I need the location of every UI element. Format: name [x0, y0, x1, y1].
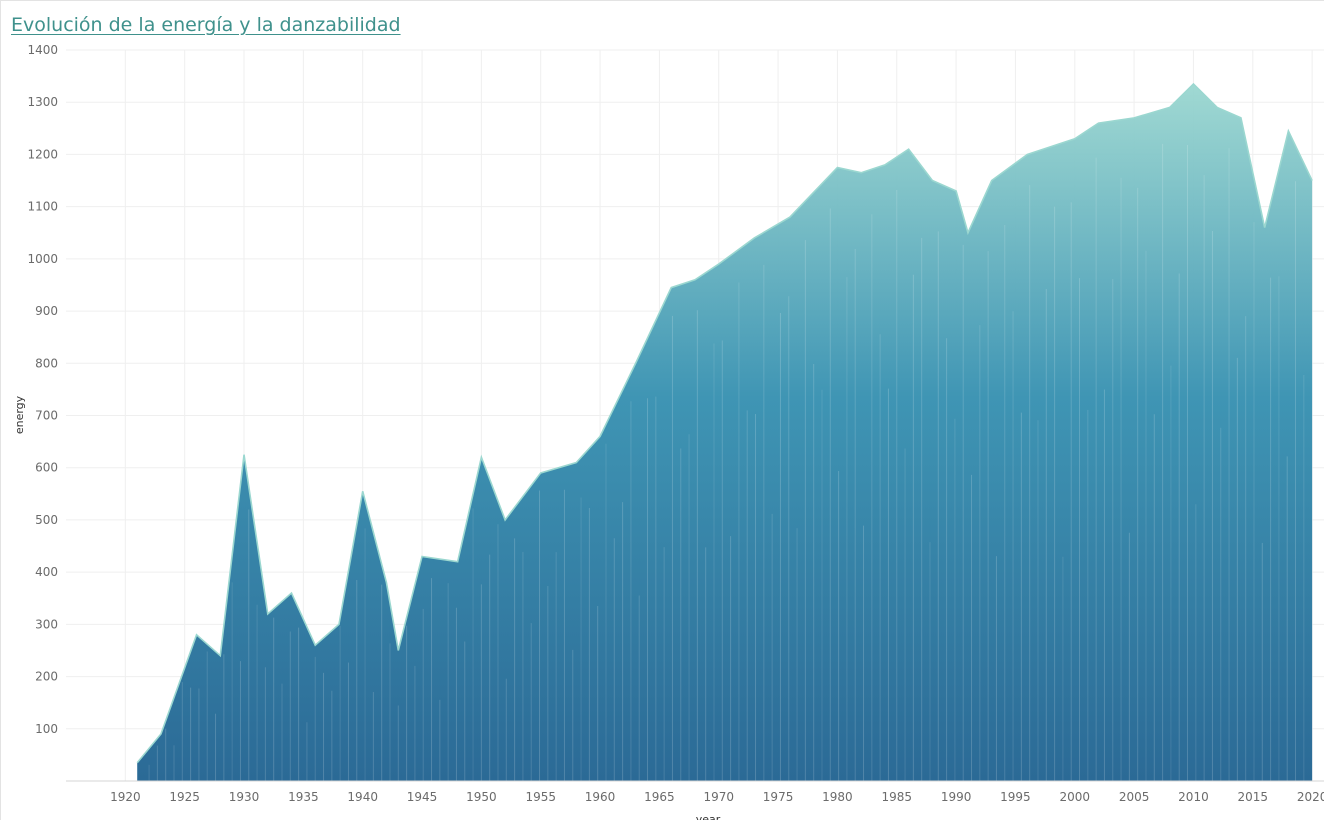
y-tick-label: 500 — [35, 513, 58, 527]
x-tick-label: 2020 — [1297, 790, 1324, 804]
x-tick-label: 1980 — [822, 790, 853, 804]
y-tick-labels: 100 200 300 400 500 600 700 800 900 1000 1100 1200 1… — [27, 43, 58, 736]
x-tick-label: 1965 — [644, 790, 675, 804]
x-tick-label: 1925 — [169, 790, 200, 804]
y-tick-label: 1300 — [27, 95, 58, 109]
y-tick-label: 700 — [35, 409, 58, 423]
x-tick-label: 1940 — [347, 790, 378, 804]
x-tick-label: 2010 — [1178, 790, 1209, 804]
y-tick-label: 300 — [35, 617, 58, 631]
x-tick-label: 2015 — [1238, 790, 1269, 804]
x-tick-label: 2000 — [1060, 790, 1091, 804]
y-tick-label: 100 — [35, 722, 58, 736]
x-tick-label: 1970 — [703, 790, 734, 804]
x-tick-label: 1935 — [288, 790, 319, 804]
x-tick-label: 1950 — [466, 790, 497, 804]
x-tick-label: 1945 — [407, 790, 438, 804]
x-tick-label: 2005 — [1119, 790, 1150, 804]
x-tick-label: 1990 — [941, 790, 972, 804]
y-tick-label: 800 — [35, 356, 58, 370]
x-axis-label: year — [696, 813, 721, 820]
y-axis-label: energy — [13, 395, 26, 434]
x-tick-label: 1955 — [525, 790, 556, 804]
x-tick-label: 1920 — [110, 790, 141, 804]
y-tick-label: 400 — [35, 565, 58, 579]
energy-area — [137, 83, 1313, 782]
y-tick-label: 1000 — [27, 252, 58, 266]
x-tick-label: 1960 — [585, 790, 616, 804]
x-tick-label: 1985 — [881, 790, 912, 804]
y-tick-label: 1400 — [27, 43, 58, 57]
x-tick-labels: 1920 1925 1930 1935 1940 1945 1950 1955 1960 1965… — [110, 790, 1324, 804]
y-tick-label: 200 — [35, 670, 58, 684]
x-tick-label: 1930 — [229, 790, 260, 804]
x-tick-label: 1975 — [763, 790, 794, 804]
chart-title: Evolución de la energía y la danzabilida… — [11, 14, 401, 36]
x-tick-label: 1995 — [1000, 790, 1031, 804]
series-streaks — [148, 143, 1305, 781]
y-tick-label: 1200 — [27, 147, 58, 161]
y-tick-label: 1100 — [27, 200, 58, 214]
y-tick-label: 600 — [35, 461, 58, 475]
y-tick-label: 900 — [35, 304, 58, 318]
energy-upper-line — [136, 82, 1313, 764]
